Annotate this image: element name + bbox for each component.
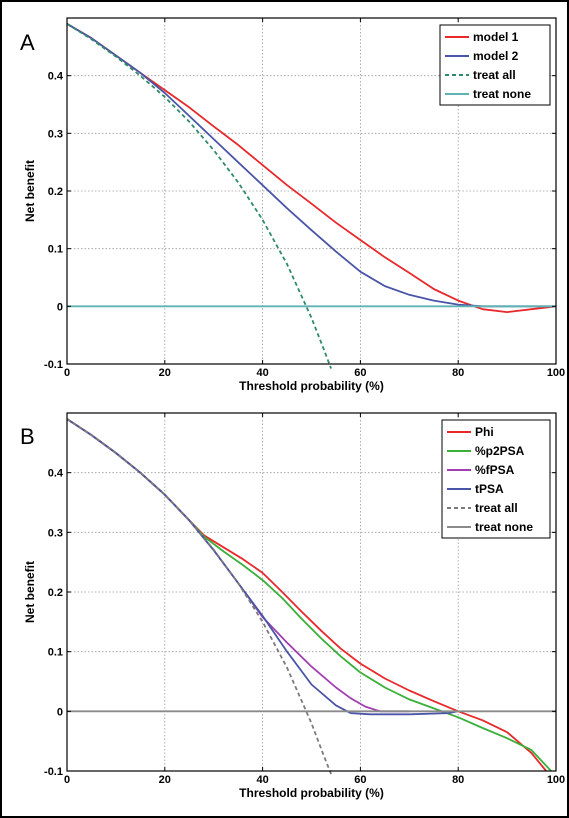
panel-a-y-tick-label: 0.2	[48, 186, 63, 198]
panel-b-legend	[441, 419, 551, 539]
panel-b-x-tick-label: 60	[354, 774, 366, 786]
panel-b-y-tick-label: 0.4	[48, 468, 64, 480]
panel-b-x-tick-label: 100	[547, 774, 565, 786]
panel-a-x-tick-label: 60	[354, 367, 366, 379]
panel-a-y-tick-label: 0.3	[48, 128, 63, 140]
panel-a-legend-label: treat all	[473, 68, 516, 82]
panel-b-series-line-4	[66, 418, 332, 775]
panel-b-legend-label: %fPSA	[475, 463, 515, 477]
panel-b-x-axis-label: Threshold probability (%)	[239, 786, 384, 800]
panel-b-y-tick-label: 0.2	[48, 587, 63, 599]
panel-a-x-tick-label: 40	[256, 367, 268, 379]
panel-b-x-tick-label: 80	[452, 774, 464, 786]
panel-a-chart: A 0 20 40 60 80 100-0.100.10.20.30.4Threshold…	[20, 17, 565, 393]
panel-b-x-tick-label: 0	[64, 774, 70, 786]
panel-b-legend-label: Phi	[475, 425, 494, 439]
panel-b-y-tick-label: 0.3	[48, 527, 63, 539]
panel-b-label: B	[20, 424, 35, 449]
panel-b-y-axis-label: Net benefit	[23, 561, 37, 623]
panel-b-y-tick-label: 0.1	[48, 647, 63, 659]
panel-a-x-tick-label: 0	[64, 367, 70, 379]
panel-b-legend-label: %p2PSA	[475, 444, 525, 458]
panel-a-y-tick-label: -0.1	[44, 359, 63, 371]
panel-a-legend-label: treat none	[473, 87, 531, 101]
panel-b-legend-label: tPSA	[475, 482, 504, 496]
panel-a-legend-label: model 1	[473, 30, 519, 44]
panel-b-legend-label: treat all	[475, 501, 518, 515]
panel-a-series-line-2	[66, 23, 332, 369]
panel-a-x-axis-label: Threshold probability (%)	[239, 379, 384, 393]
panel-a-y-axis-label: Net benefit	[23, 160, 37, 222]
panel-b-legend-label: treat none	[475, 520, 533, 534]
panel-b-x-tick-label: 40	[256, 774, 268, 786]
panel-b-x-tick-label: 20	[159, 774, 171, 786]
panel-b-y-tick-label: -0.1	[44, 766, 63, 778]
panel-a-y-tick-label: 0	[57, 301, 63, 313]
panel-a-x-tick-label: 20	[159, 367, 171, 379]
panel-a-y-tick-label: 0.1	[48, 244, 63, 256]
panel-b-chart: B 0 20 40 60 80 100-0.100.10.20.30.4Threshold…	[20, 412, 565, 800]
panel-a-x-tick-label: 100	[547, 367, 565, 379]
panel-a-y-tick-label: 0.4	[48, 71, 64, 83]
panel-b-y-tick-label: 0	[57, 706, 63, 718]
panel-a-x-tick-label: 80	[452, 367, 464, 379]
panel-a-legend	[439, 24, 551, 106]
panel-a-legend-label: model 2	[473, 49, 519, 63]
panel-a-label: A	[20, 30, 35, 55]
